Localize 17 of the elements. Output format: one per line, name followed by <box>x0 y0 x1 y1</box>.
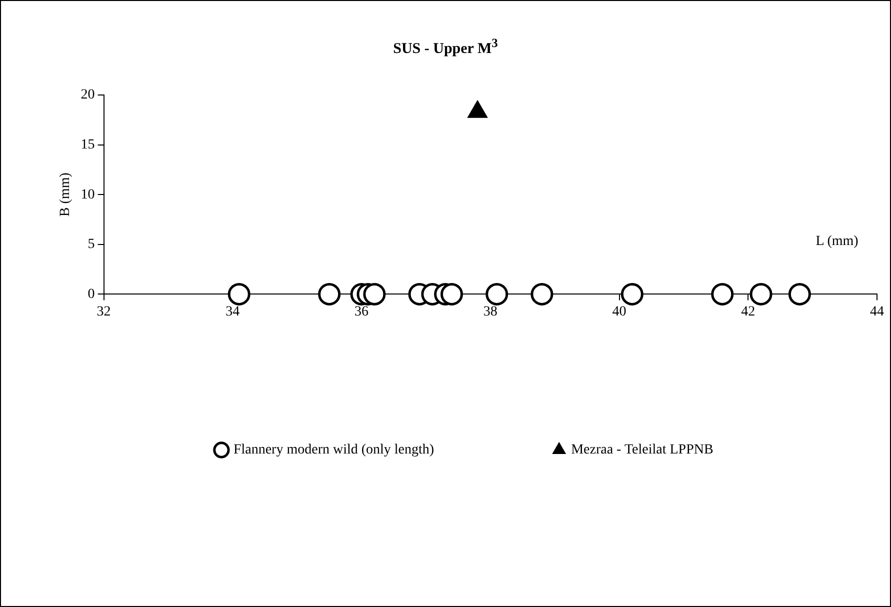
y-tick-label: 10 <box>80 187 95 202</box>
legend-label: Flannery modern wild (only length) <box>233 442 434 458</box>
legend-label: Mezraa - Teleilat LPPNB <box>571 442 714 458</box>
x-tick-label: 36 <box>354 304 369 320</box>
x-tick-label: 38 <box>483 304 498 320</box>
chart-title: SUS - Upper M$^{3}$ <box>392 36 499 58</box>
x-axis-title: L (mm) <box>816 234 859 250</box>
x-tick-label: 34 <box>226 304 240 320</box>
y-axis-title: B (mm) <box>58 172 74 217</box>
x-tick-label: 40 <box>612 304 626 320</box>
x-tick-label: 44 <box>870 304 884 320</box>
y-tick-label: 20 <box>80 88 95 103</box>
y-tick-label: 0 <box>88 286 95 302</box>
y-tick-label: 15 <box>80 137 95 152</box>
x-tick-label: 42 <box>741 304 756 320</box>
x-tick-label: 32 <box>96 304 111 320</box>
y-tick-label: 5 <box>88 237 95 252</box>
